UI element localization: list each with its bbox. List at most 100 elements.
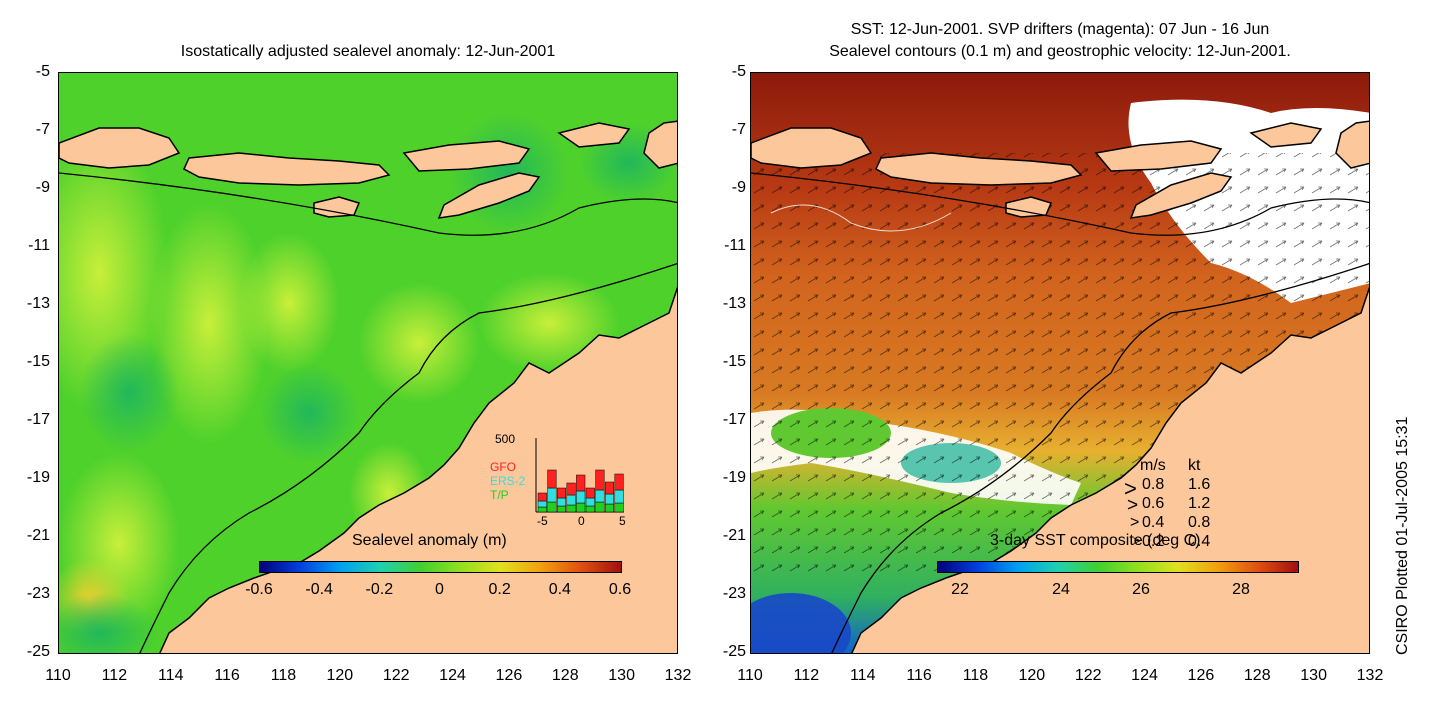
credit-label: CSIRO Plotted 01-Jul-2005 15:31 — [1394, 416, 1411, 655]
right-panel-title-line2: Sealevel contours (0.1 m) and geostrophi… — [829, 43, 1291, 60]
x-tick-label: 126 — [495, 667, 523, 684]
inset-bar — [566, 482, 576, 496]
x-tick-label: 120 — [1018, 667, 1046, 684]
y-tick-label: -9 — [731, 179, 746, 196]
y-tick-label: -19 — [26, 469, 50, 486]
inset-bar — [604, 503, 615, 513]
x-tick-label: 132 — [1356, 667, 1384, 684]
inset-bar — [556, 505, 567, 513]
inset-histogram — [535, 438, 624, 513]
inset-bar — [576, 502, 586, 513]
sst-colorbar-tick: 26 — [1132, 581, 1150, 598]
velocity-legend-ms: 0.6 — [1142, 495, 1165, 512]
velocity-arrow-icon: > — [1133, 533, 1141, 548]
inset-bar — [576, 490, 586, 504]
y-tick-label: -21 — [26, 527, 50, 544]
y-tick-label: -5 — [35, 63, 50, 80]
right-panel-title-line1: SST: 12-Jun-2001. SVP drifters (magenta)… — [850, 21, 1270, 38]
inset-bar — [537, 506, 547, 513]
x-tick-label: 110 — [45, 667, 71, 684]
y-tick-label: -23 — [26, 585, 50, 602]
inset-bar — [595, 469, 605, 491]
inset-bar — [595, 501, 605, 513]
inset-xtick-0: 0 — [578, 514, 585, 528]
inset-legend-ers2: ERS-2 — [490, 474, 526, 488]
x-tick-label: 118 — [962, 667, 989, 684]
inset-bar — [585, 497, 595, 507]
y-tick-label: -15 — [722, 353, 746, 370]
sla-colorbar-tick: -0.4 — [305, 581, 333, 598]
x-tick-label: 110 — [737, 667, 763, 684]
x-tick-label: 116 — [214, 667, 240, 684]
inset-bar — [595, 489, 605, 503]
inset-xtick-neg5: -5 — [537, 514, 548, 528]
velocity-legend-kt: 0.4 — [1188, 533, 1211, 550]
inset-legend-gfo: GFO — [490, 460, 516, 474]
x-tick-label: 114 — [157, 667, 184, 684]
velocity-legend-ms: 0.2 — [1142, 533, 1165, 550]
y-tick-label: -7 — [35, 121, 50, 138]
sst-colorbar-tick: 24 — [1052, 581, 1070, 598]
y-tick-label: -5 — [731, 63, 746, 80]
sla-colorbar-tick: 0.6 — [608, 581, 632, 598]
velocity-legend-header-ms: m/s — [1140, 457, 1166, 474]
sst-colorbar-strip — [937, 561, 1299, 573]
y-tick-label: -7 — [731, 121, 746, 138]
x-tick-label: 120 — [326, 667, 354, 684]
x-tick-label: 112 — [793, 667, 820, 684]
x-tick-label: 124 — [1131, 667, 1158, 684]
x-tick-label: 122 — [382, 667, 410, 684]
sst-colorbar-tick: 22 — [951, 581, 969, 598]
velocity-legend-header-kt: kt — [1188, 457, 1201, 474]
left-panel-title: Isostatically adjusted sealevel anomaly:… — [180, 43, 556, 60]
sst-colorbar-tick: 28 — [1232, 581, 1250, 598]
x-tick-label: 118 — [270, 667, 297, 684]
y-tick-label: -13 — [26, 295, 50, 312]
y-tick-label: -13 — [722, 295, 746, 312]
x-tick-label: 124 — [439, 667, 466, 684]
x-tick-label: 128 — [1243, 667, 1271, 684]
inset-bar — [556, 487, 567, 499]
inset-bar — [547, 469, 557, 489]
x-tick-label: 122 — [1074, 667, 1102, 684]
velocity-arrow-icon: > — [1124, 476, 1137, 501]
y-tick-label: -25 — [26, 643, 50, 660]
inset-bar — [556, 497, 567, 507]
inset-bar — [547, 487, 557, 503]
sla-colorbar-strip — [259, 561, 622, 573]
inset-bar — [566, 494, 576, 506]
y-tick-label: -21 — [722, 527, 746, 544]
inset-bar — [547, 501, 557, 513]
inset-legend-tp: T/P — [490, 488, 509, 502]
velocity-legend-kt: 0.8 — [1188, 514, 1211, 531]
x-tick-label: 130 — [608, 667, 635, 684]
y-tick-label: -23 — [722, 585, 746, 602]
sla-colorbar-title: Sealevel anomaly (m) — [352, 532, 507, 549]
inset-ymax-label: 500 — [495, 432, 516, 446]
sst-map-graphic — [751, 73, 1369, 653]
y-tick-label: -9 — [35, 179, 50, 196]
sla-colorbar-tick: -0.2 — [365, 581, 394, 598]
x-tick-label: 126 — [1187, 667, 1215, 684]
sla-colorbar-tick: 0.4 — [548, 581, 571, 598]
velocity-arrow-icon: > — [1127, 495, 1139, 516]
inset-bar — [604, 493, 615, 505]
y-tick-label: -15 — [26, 353, 50, 370]
velocity-legend-kt: 1.2 — [1188, 495, 1211, 512]
sst-colorbar-title: 3-day SST composite (deg C) — [990, 532, 1201, 549]
y-tick-label: -17 — [722, 411, 746, 428]
inset-bar — [604, 481, 615, 495]
inset-bar — [537, 492, 547, 502]
inset-bar — [537, 500, 547, 508]
velocity-legend-ms: 0.8 — [1142, 476, 1165, 493]
inset-bar — [566, 504, 576, 513]
y-tick-label: -17 — [26, 411, 50, 428]
velocity-legend-kt: 1.6 — [1188, 476, 1211, 493]
x-tick-label: 130 — [1300, 667, 1327, 684]
inset-xtick-5: 5 — [619, 514, 626, 528]
x-tick-label: 114 — [849, 667, 876, 684]
sla-colorbar-tick: 0 — [435, 581, 444, 598]
x-tick-label: 128 — [551, 667, 579, 684]
sla-colorbar-tick: 0.2 — [488, 581, 511, 598]
inset-bar — [585, 505, 595, 513]
